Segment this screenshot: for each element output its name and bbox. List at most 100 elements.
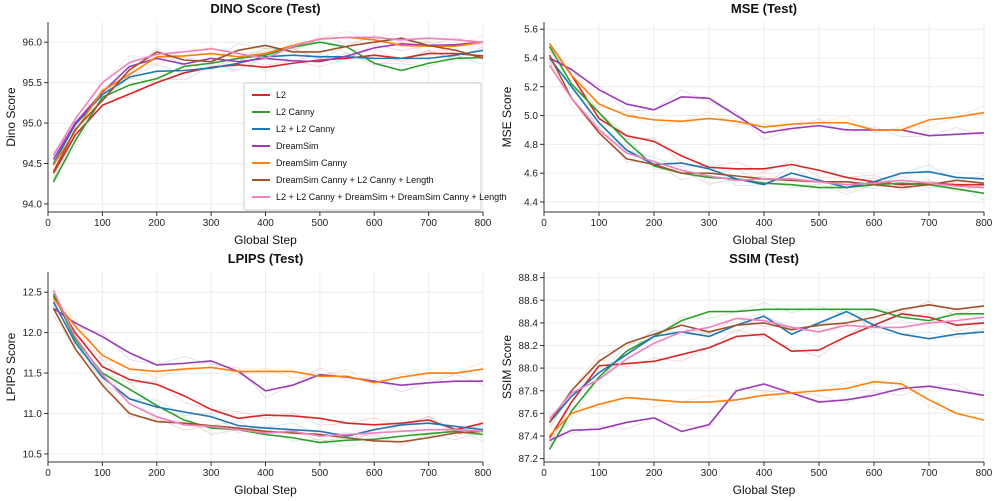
x-tick-label: 200 (148, 218, 165, 229)
y-tick-label: 87.2 (519, 454, 539, 465)
series-line-2 (52, 49, 484, 164)
chart-title: DINO Score (Test) (210, 1, 320, 16)
x-tick-label: 600 (866, 218, 883, 229)
series-raw-trace (549, 50, 985, 141)
series-raw-trace (53, 37, 484, 153)
series-line-1 (548, 308, 984, 450)
chart-title: MSE (Test) (731, 1, 797, 16)
y-tick-label: 94.0 (23, 199, 43, 210)
series-line-4 (548, 43, 985, 131)
x-tick-label: 700 (921, 218, 938, 229)
y-tick-label: 87.4 (519, 431, 539, 442)
series-line-1 (52, 293, 484, 444)
x-tick-label: 300 (203, 218, 220, 229)
y-tick-label: 87.6 (519, 409, 539, 420)
x-tick-label: 800 (976, 468, 993, 479)
y-tick-label: 4.6 (524, 169, 538, 180)
y-axis-label: MSE Score (500, 86, 514, 147)
series-line-0 (52, 295, 484, 431)
y-axis-label: LPIPS Score (4, 332, 18, 401)
series-line-2 (52, 301, 484, 437)
series-line-0 (548, 313, 985, 439)
series-line-0 (52, 52, 484, 174)
y-tick-label: 5.2 (524, 82, 538, 93)
legend: L2 L2 Canny L2 + L2 Canny DreamSim DreamSim … (243, 82, 507, 211)
series-line-1 (52, 41, 484, 183)
y-tick-label: 5.6 (524, 25, 538, 36)
x-tick-label: 100 (591, 468, 608, 479)
series-line-3 (549, 383, 985, 442)
y-tick-label: 11.5 (23, 369, 42, 380)
y-tick-label: 87.8 (519, 386, 539, 397)
x-tick-label: 100 (94, 468, 111, 479)
y-tick-label: 88.0 (519, 364, 539, 375)
y-tick-label: 4.4 (524, 197, 538, 208)
series-line-3 (52, 307, 483, 392)
x-tick-label: 100 (591, 218, 608, 229)
series-line-5 (52, 37, 484, 172)
chart-0: 0 100 200 300 400 500 600 700 800 94.0 94.5 95.0 95.… (4, 1, 507, 247)
x-tick-label: 800 (475, 468, 492, 479)
x-tick-label: 200 (646, 218, 663, 229)
y-tick-label: 88.4 (519, 318, 539, 329)
x-tick-label: 0 (541, 218, 547, 229)
series-line-5 (52, 308, 484, 443)
x-tick-label: 400 (756, 218, 773, 229)
y-tick-label: 88.8 (519, 273, 539, 284)
x-tick-label: 400 (257, 218, 274, 229)
legend-box (243, 82, 482, 211)
series-raw-trace (549, 50, 985, 192)
y-tick-label: 11.0 (23, 409, 42, 420)
x-axis-label: Global Step (733, 233, 796, 247)
x-axis-label: Global Step (234, 483, 297, 497)
y-tick-label: 5.0 (524, 111, 538, 122)
series-line-4 (52, 298, 484, 384)
x-tick-label: 500 (312, 468, 329, 479)
y-tick-label: 96.0 (23, 38, 43, 49)
y-axis-label: Dino Score (4, 87, 18, 147)
series-raw-trace (53, 38, 484, 179)
legend-label-3: DreamSim (276, 141, 319, 151)
chart-title: LPIPS (Test) (228, 251, 304, 266)
y-tick-label: 12.0 (23, 328, 43, 339)
series-line-4 (548, 380, 985, 437)
series-line-2 (548, 310, 985, 423)
x-tick-label: 200 (646, 468, 663, 479)
series-raw-trace (53, 287, 484, 442)
series-line-6 (52, 290, 484, 437)
series-raw-trace (53, 315, 484, 446)
x-tick-label: 200 (148, 468, 165, 479)
x-tick-label: 800 (976, 218, 993, 229)
series-raw-trace (549, 383, 985, 435)
series-line-2 (548, 57, 985, 189)
series-line-0 (548, 43, 984, 186)
series-line-1 (548, 46, 985, 195)
legend-label-4: DreamSim Canny (276, 158, 348, 168)
x-axis-label: Global Step (733, 483, 796, 497)
x-tick-label: 400 (257, 468, 274, 479)
x-tick-label: 700 (420, 468, 437, 479)
y-tick-label: 95.0 (23, 119, 43, 130)
x-tick-label: 500 (811, 468, 828, 479)
chart-title: SSIM (Test) (729, 251, 799, 266)
series-raw-trace (53, 32, 484, 153)
y-tick-label: 88.2 (519, 341, 539, 352)
x-tick-label: 0 (45, 468, 51, 479)
x-tick-label: 100 (94, 218, 111, 229)
y-tick-label: 12.5 (23, 288, 43, 299)
chart-2: 0 100 200 300 400 500 600 700 800 10.5 11.0 11.5 12.… (4, 251, 492, 497)
chart-3: 0 100 200 300 400 500 600 700 800 87.2 87.4 87.6 87.… (500, 251, 993, 497)
legend-label-1: L2 Canny (276, 107, 315, 117)
y-tick-label: 4.8 (524, 140, 538, 151)
x-tick-label: 700 (420, 218, 437, 229)
series-raw-trace (549, 42, 985, 201)
series-line-3 (549, 57, 985, 137)
y-tick-label: 88.6 (519, 296, 539, 307)
x-tick-label: 300 (701, 468, 718, 479)
y-axis-label: SSIM Score (500, 335, 514, 399)
series-raw-trace (53, 301, 484, 399)
x-tick-label: 500 (312, 218, 329, 229)
x-axis-label: Global Step (234, 233, 297, 247)
chart-1: 0 100 200 300 400 500 600 700 800 4.4 4.6 4.8 5.0 5.2… (500, 1, 993, 247)
y-tick-label: 94.5 (23, 159, 43, 170)
